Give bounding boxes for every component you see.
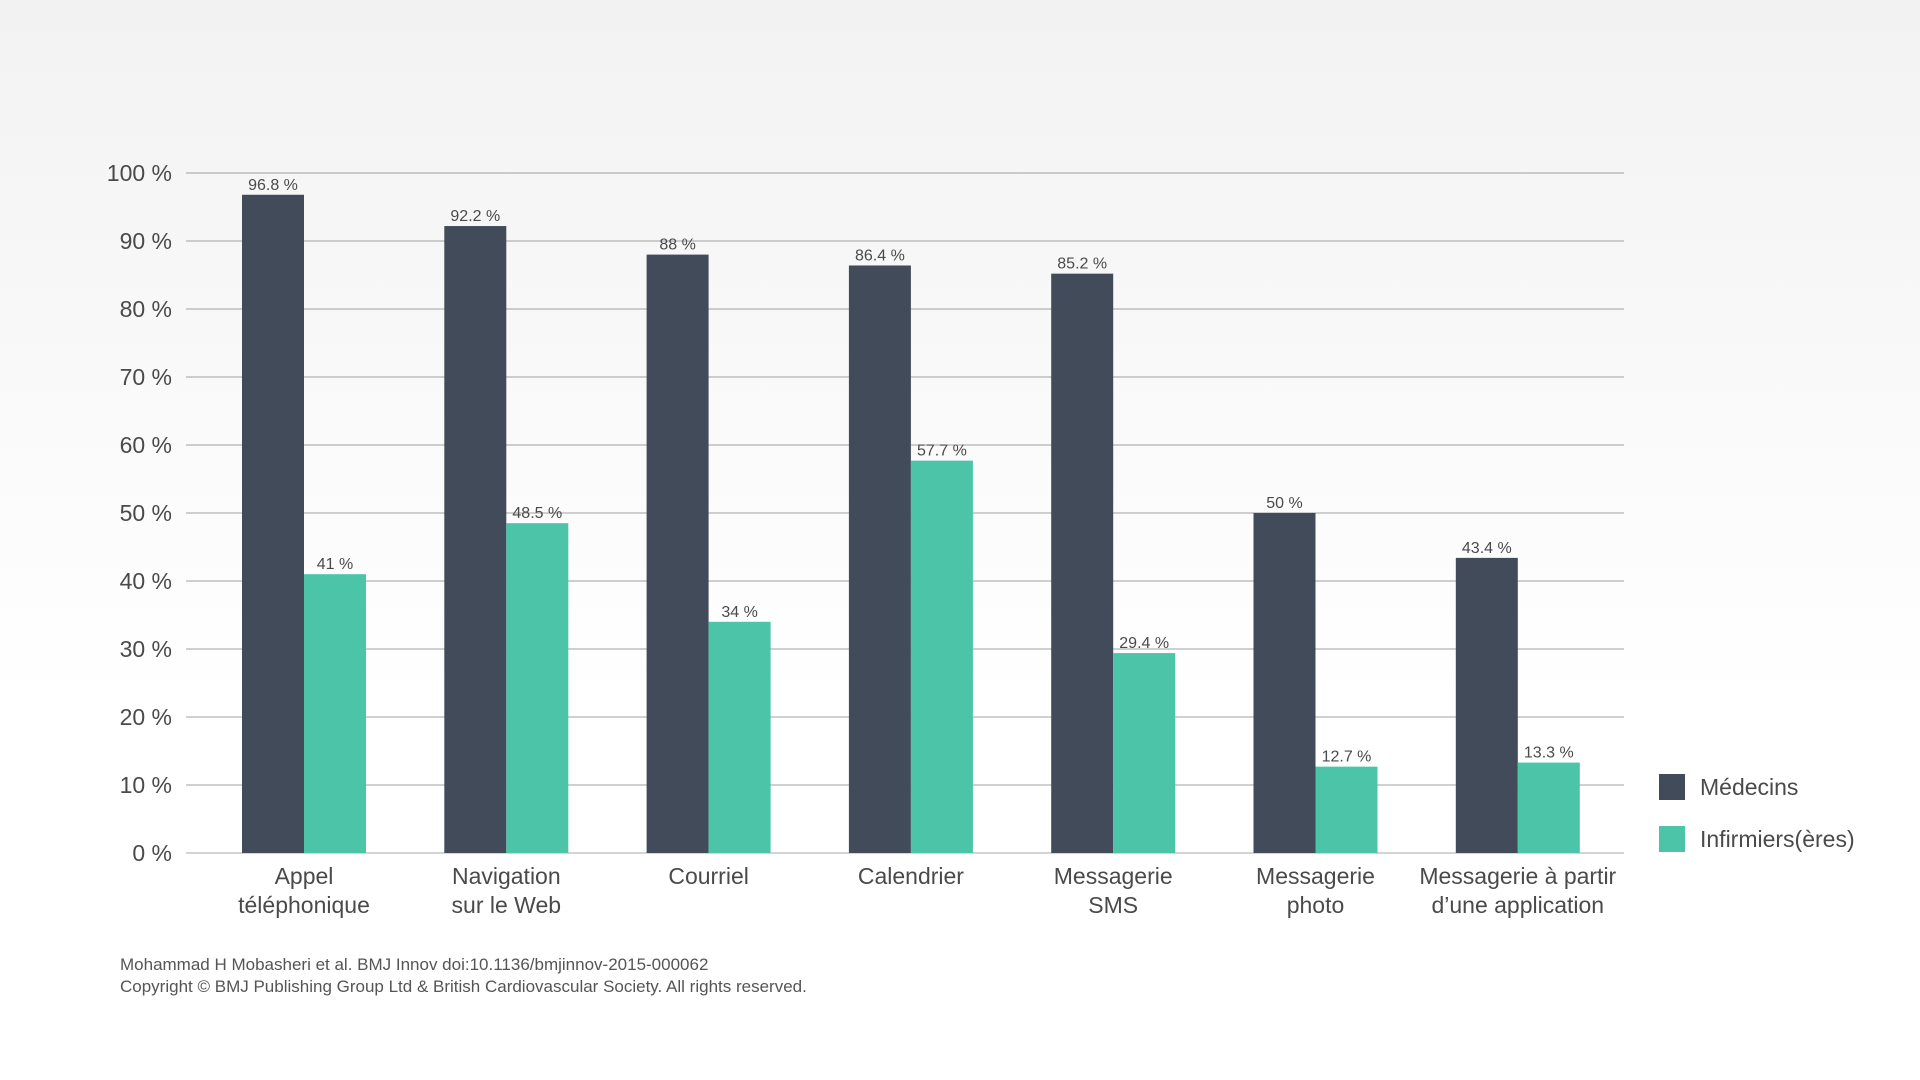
- legend-swatch: [1659, 774, 1685, 800]
- bar-medecins: [646, 254, 709, 854]
- bars: [242, 194, 1580, 854]
- y-tick-label: 50 %: [120, 500, 172, 526]
- bar-infirmiers: [304, 574, 366, 853]
- bar-infirmiers: [910, 460, 973, 853]
- data-label: 29.4 %: [1119, 635, 1169, 652]
- category-label: Messagerie à partir: [1419, 863, 1616, 889]
- data-label: 92.2 %: [450, 208, 500, 225]
- legend-swatch: [1659, 826, 1685, 852]
- bar-infirmiers: [1113, 653, 1176, 853]
- category-label: téléphonique: [238, 892, 370, 918]
- bar-medecins: [848, 265, 911, 854]
- data-labels: 96.8 % 41 % 92.2 % 48.5 % 88 % 34 % 86.4 % 57.7…: [248, 177, 1574, 766]
- y-tick-label: 60 %: [120, 432, 172, 458]
- category-label: Messagerie: [1054, 863, 1173, 889]
- bar-infirmiers: [1315, 766, 1378, 853]
- bar-medecins: [1455, 557, 1518, 853]
- y-tick-label: 0 %: [132, 840, 172, 866]
- data-label: 96.8 %: [248, 177, 298, 194]
- data-label: 43.4 %: [1462, 540, 1512, 557]
- source-footer: Mohammad H Mobasheri et al. BMJ Innov do…: [120, 954, 807, 998]
- category-label: photo: [1287, 892, 1345, 918]
- data-label: 88 %: [659, 237, 695, 254]
- bar-medecins: [242, 194, 304, 853]
- y-tick-label: 10 %: [120, 772, 172, 798]
- y-tick-label: 100 %: [107, 160, 172, 186]
- category-label: Appel: [275, 863, 334, 889]
- data-label: 48.5 %: [512, 505, 562, 522]
- category-label: Calendrier: [858, 863, 964, 889]
- legend-label: Médecins: [1700, 774, 1798, 800]
- bar-infirmiers: [1517, 762, 1580, 853]
- data-label: 50 %: [1266, 495, 1302, 512]
- bar-medecins: [1253, 513, 1316, 853]
- data-label: 86.4 %: [855, 247, 905, 264]
- bar-medecins: [444, 226, 507, 854]
- y-tick-label: 70 %: [120, 364, 172, 390]
- data-label: 41 %: [317, 556, 353, 573]
- y-tick-label: 40 %: [120, 568, 172, 594]
- y-tick-label: 20 %: [120, 704, 172, 730]
- bar-medecins: [1051, 273, 1114, 853]
- y-axis-tick-labels: 0 % 10 % 20 % 30 % 40 % 50 % 60 % 70 % 80 % 90 % 1…: [107, 160, 172, 866]
- copyright-text: Copyright © BMJ Publishing Group Ltd & B…: [120, 977, 807, 996]
- category-label: Navigation: [452, 863, 561, 889]
- x-axis-category-labels: Appel téléphonique Navigation sur le Web Cou…: [238, 863, 1616, 918]
- bar-infirmiers: [506, 523, 569, 853]
- category-label: SMS: [1088, 892, 1138, 918]
- data-label: 13.3 %: [1524, 745, 1574, 762]
- category-label: Messagerie: [1256, 863, 1375, 889]
- category-label: Courriel: [668, 863, 749, 889]
- y-tick-label: 80 %: [120, 296, 172, 322]
- data-label: 34 %: [721, 604, 757, 621]
- legend: Médecins Infirmiers(ères): [1659, 774, 1855, 852]
- legend-label: Infirmiers(ères): [1700, 826, 1855, 852]
- category-label: sur le Web: [452, 892, 562, 918]
- data-label: 57.7 %: [917, 443, 967, 460]
- category-label: d’une application: [1431, 892, 1604, 918]
- y-tick-label: 90 %: [120, 228, 172, 254]
- data-label: 85.2 %: [1057, 256, 1107, 273]
- citation-text: Mohammad H Mobasheri et al. BMJ Innov do…: [120, 955, 709, 974]
- bar-infirmiers: [708, 621, 771, 853]
- y-tick-label: 30 %: [120, 636, 172, 662]
- data-label: 12.7 %: [1322, 749, 1372, 766]
